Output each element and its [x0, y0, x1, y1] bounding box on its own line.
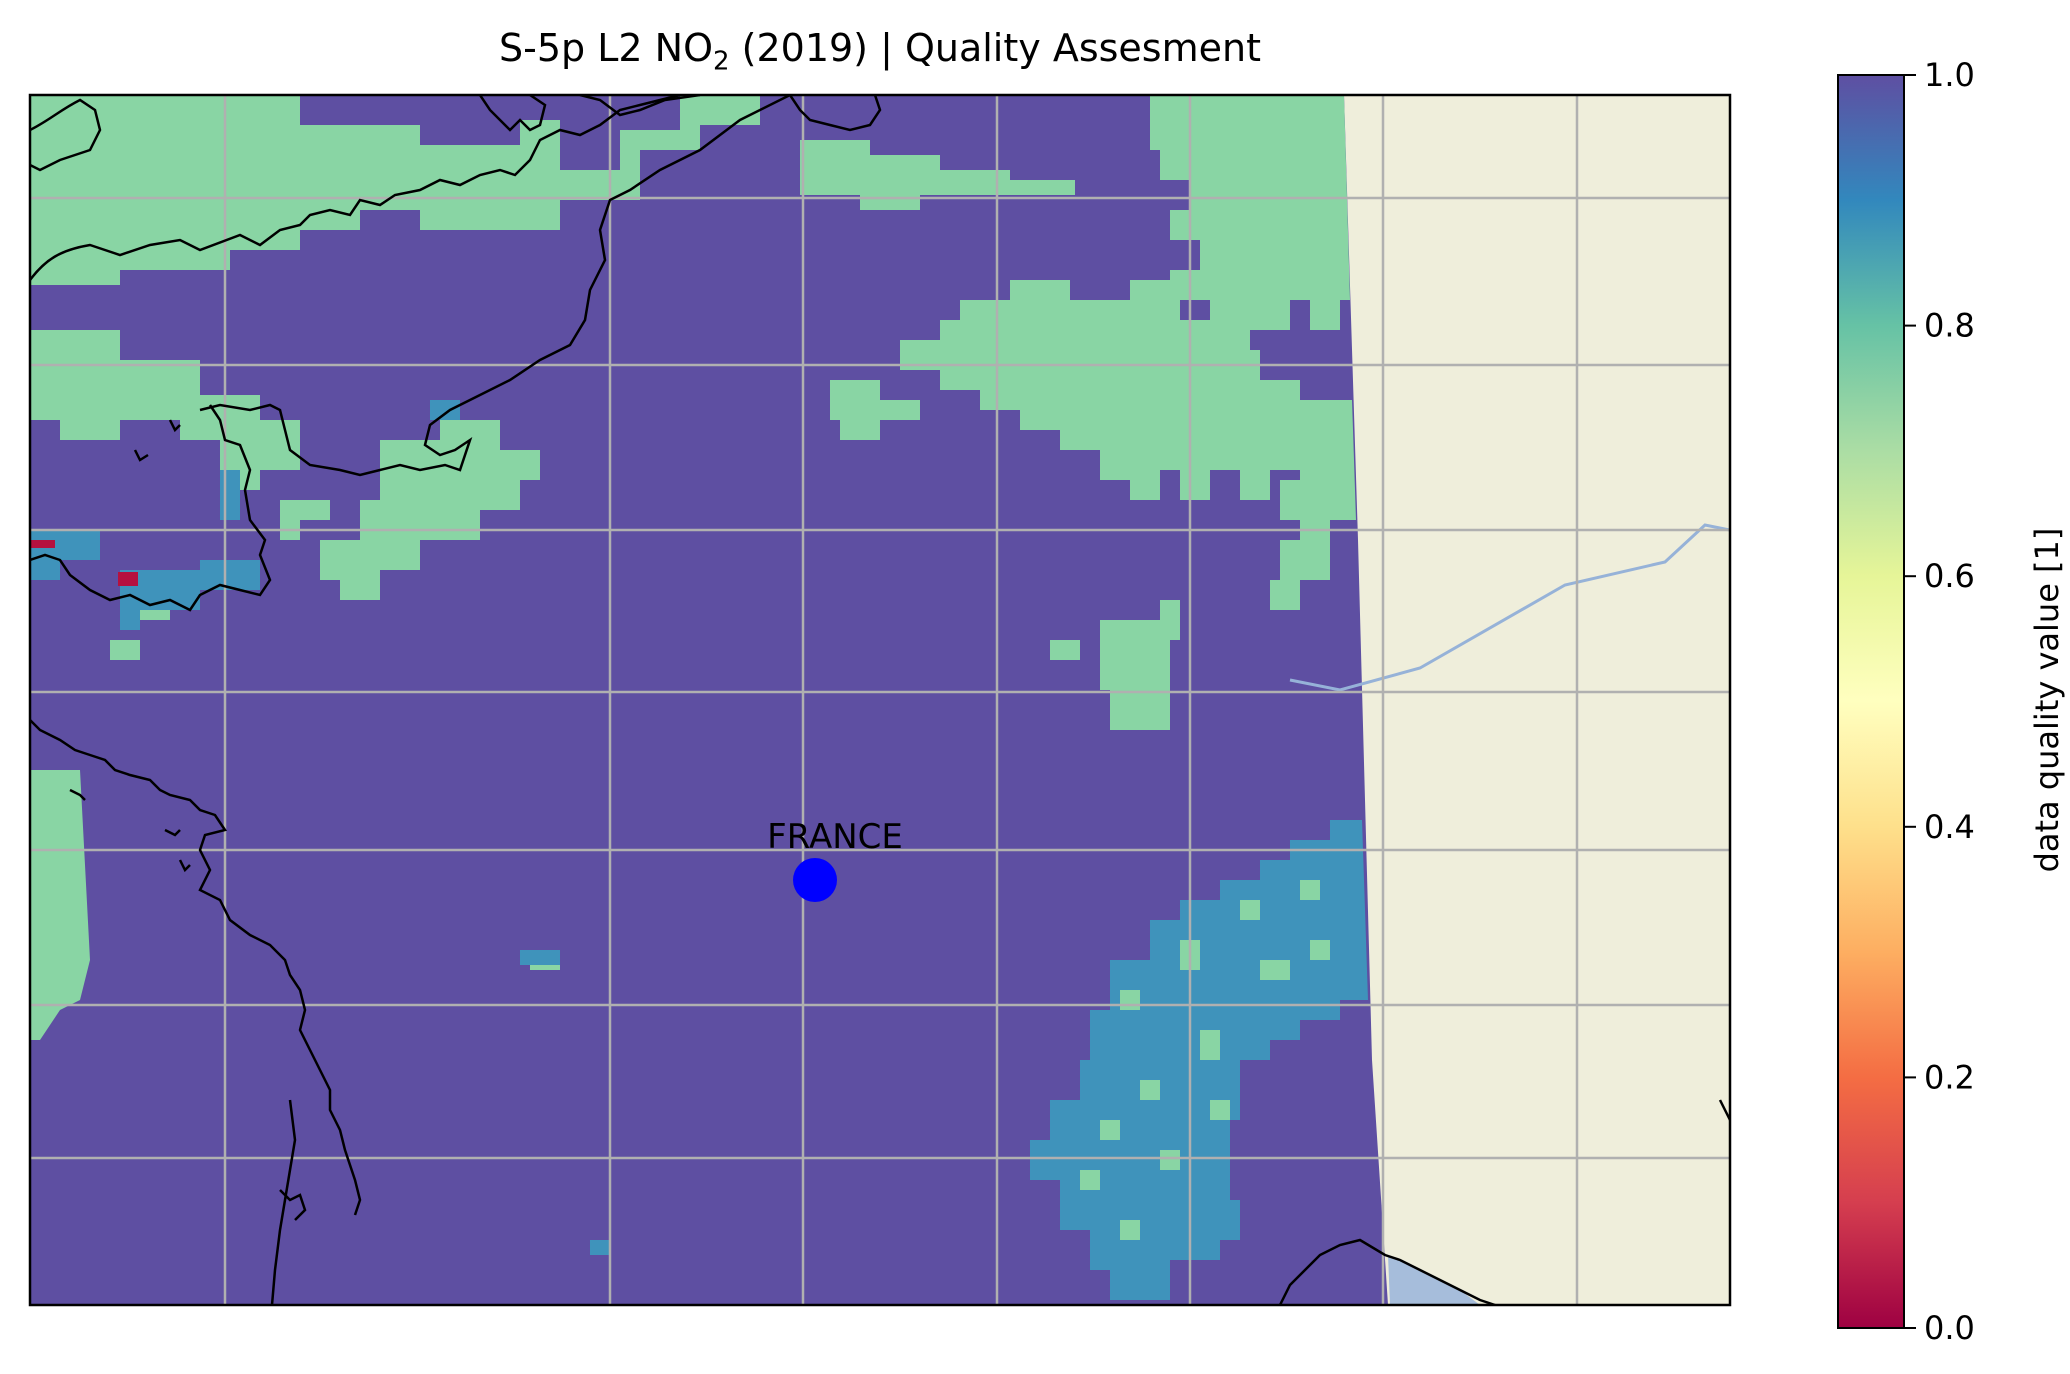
- colorbar-tick-label: 1.0: [1924, 56, 1975, 94]
- colorbar-tick-label: 0.6: [1924, 557, 1975, 595]
- colorbar: 0.0 0.2 0.4 0.6 0.8 1.0 data quality value [1…: [1837, 56, 2066, 1347]
- title-subscript: 2: [713, 46, 730, 77]
- colorbar-tick-label: 0.8: [1924, 307, 1975, 345]
- colorbar-tick-label: 0.2: [1924, 1058, 1975, 1096]
- colorbar-axis-label: data quality value [1]: [2028, 528, 2066, 873]
- mid-quality-patches: [30, 95, 1356, 1040]
- water-region: [1388, 1255, 1480, 1305]
- gridlines: [30, 95, 1730, 1305]
- france-label: FRANCE: [767, 817, 903, 857]
- colorbar-tick-label: 0.0: [1924, 1309, 1975, 1347]
- country-border: [1289, 523, 1730, 692]
- france-marker: [793, 858, 837, 902]
- title-suffix: (2019) | Quality Assesment: [729, 26, 1261, 70]
- colorbar-gradient: [1837, 74, 1905, 1329]
- coastlines: [30, 95, 1730, 1305]
- low-quality-specks: [30, 540, 138, 586]
- map-axes: FRANCE: [30, 95, 1730, 1305]
- colorbar-tick-label: 0.4: [1924, 808, 1975, 846]
- map-frame: [28, 93, 1732, 1307]
- colorbar-ticks: 0.0 0.2 0.4 0.6 0.8 1.0: [1904, 56, 1975, 1347]
- figure-title: S-5p L2 NO2 (2019) | Quality Assesment: [30, 26, 1730, 77]
- title-prefix: S-5p L2 NO: [499, 26, 714, 70]
